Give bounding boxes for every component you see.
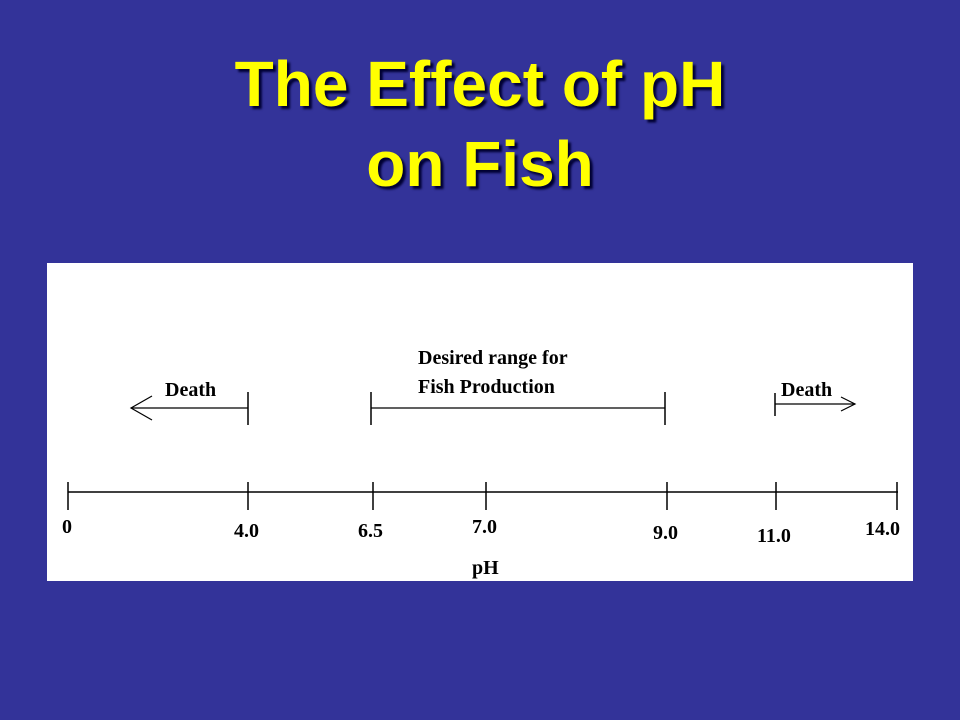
desired-range-label-line-1: Desired range for xyxy=(418,347,568,369)
death-low-label: Death xyxy=(165,379,216,401)
tick-label-14: 14.0 xyxy=(865,518,900,540)
desired-range-label-line-2: Fish Production xyxy=(418,376,555,398)
title-line-2: on Fish xyxy=(366,128,594,200)
tick-label-7: 7.0 xyxy=(472,516,497,538)
tick-label-11: 11.0 xyxy=(757,525,791,547)
title-line-1: The Effect of pH xyxy=(234,48,726,120)
death-high-arrow-icon xyxy=(840,396,857,412)
tick-label-6-5: 6.5 xyxy=(358,520,383,542)
tick-label-9: 9.0 xyxy=(653,522,678,544)
ph-scale-diagram: 0 4.0 6.5 7.0 9.0 11.0 14.0 pH Death Des… xyxy=(62,347,900,579)
ph-diagram-panel: 0 4.0 6.5 7.0 9.0 11.0 14.0 pH Death Des… xyxy=(47,263,913,581)
tick-label-4: 4.0 xyxy=(234,520,259,542)
ph-axis-label: pH xyxy=(472,557,499,579)
slide-title: The Effect of pH on Fish xyxy=(0,44,960,204)
death-low-arrow-icon xyxy=(129,395,153,421)
death-high-label: Death xyxy=(781,379,832,401)
tick-label-0: 0 xyxy=(62,516,72,538)
